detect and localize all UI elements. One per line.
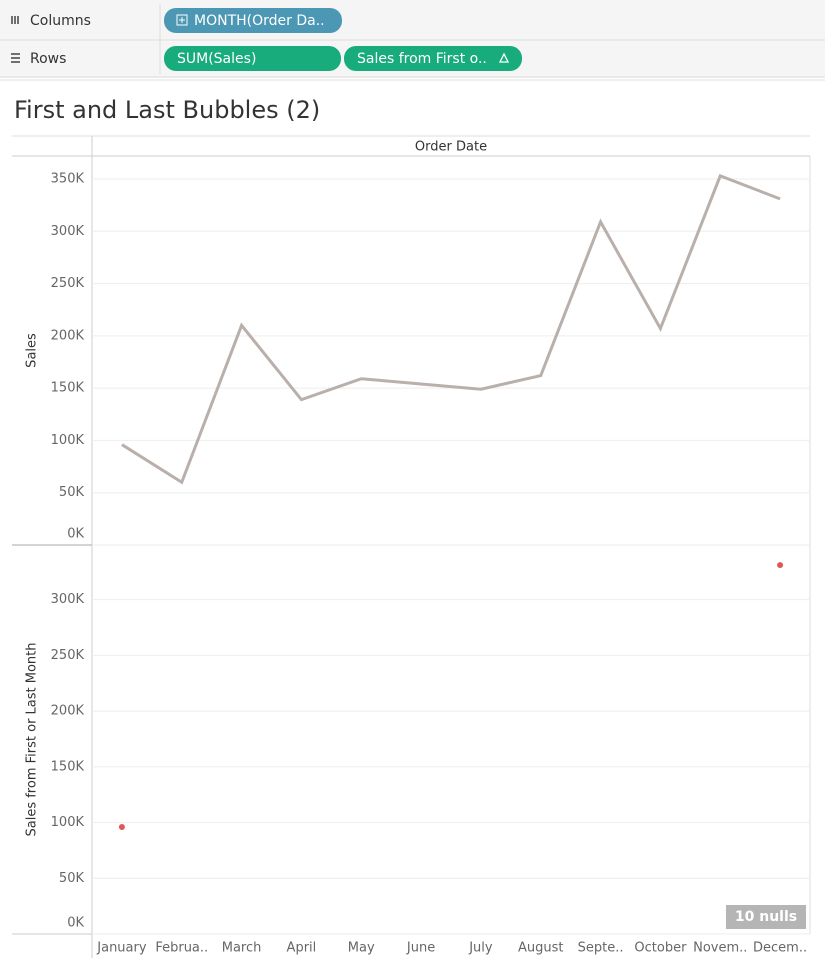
y-tick-label: 50K — [59, 485, 85, 500]
x-tick-label: August — [518, 941, 564, 956]
pill-icon — [179, 17, 185, 23]
pill[interactable] — [164, 46, 341, 71]
x-axis-title: Order Date — [415, 140, 487, 155]
x-tick-label: Decem.. — [753, 941, 807, 956]
pill-text[interactable]: MONTH(Order Da.. — [194, 13, 325, 29]
x-tick-label: Novem.. — [693, 941, 747, 956]
y-axis-title: Sales — [25, 333, 40, 368]
y-tick-label: 250K — [51, 276, 85, 291]
rows-icon — [11, 53, 20, 63]
x-tick-label: March — [222, 941, 262, 956]
sheet-title: First and Last Bubbles (2) — [14, 96, 320, 124]
pill[interactable] — [164, 8, 342, 33]
pill[interactable] — [344, 46, 522, 71]
columns-icon — [11, 16, 19, 24]
pill-icon — [176, 14, 188, 26]
y-tick-label: 0K — [67, 527, 84, 542]
pill-text[interactable]: Sales from First o.. — [357, 51, 487, 67]
y-tick-label: 50K — [59, 871, 85, 886]
y-tick-label: 300K — [51, 592, 85, 607]
y-tick-label: 300K — [51, 224, 85, 239]
x-tick-label: Septe.. — [578, 941, 624, 956]
point — [118, 823, 125, 830]
shelf-label: Rows — [30, 51, 66, 67]
y-tick-label: 0K — [67, 916, 84, 931]
y-tick-label: 100K — [51, 815, 85, 830]
x-tick-label: January — [96, 941, 147, 956]
nulls-badge — [726, 905, 806, 929]
x-tick-label: May — [348, 941, 375, 956]
line — [121, 173, 781, 485]
x-tick-label: October — [634, 941, 687, 956]
y-axis-title: Sales from First or Last Month — [25, 643, 40, 837]
y-tick-label: 200K — [51, 328, 85, 343]
y-tick-label: 150K — [51, 759, 85, 774]
x-tick-label: April — [287, 941, 317, 956]
y-tick-label: 150K — [51, 381, 85, 396]
y-tick-label: 100K — [51, 433, 85, 448]
nulls-text[interactable]: 10 nulls — [735, 909, 797, 925]
pill-icon — [498, 52, 510, 63]
y-tick-label: 250K — [51, 648, 85, 663]
pill-text[interactable]: SUM(Sales) — [177, 51, 256, 67]
x-tick-label: July — [468, 941, 493, 956]
y-tick-label: 200K — [51, 704, 85, 719]
shelf-label: Columns — [30, 13, 91, 29]
x-tick-label: Februa.. — [155, 941, 208, 956]
point — [777, 562, 784, 569]
y-tick-label: 350K — [51, 172, 85, 187]
x-tick-label: June — [406, 941, 435, 956]
